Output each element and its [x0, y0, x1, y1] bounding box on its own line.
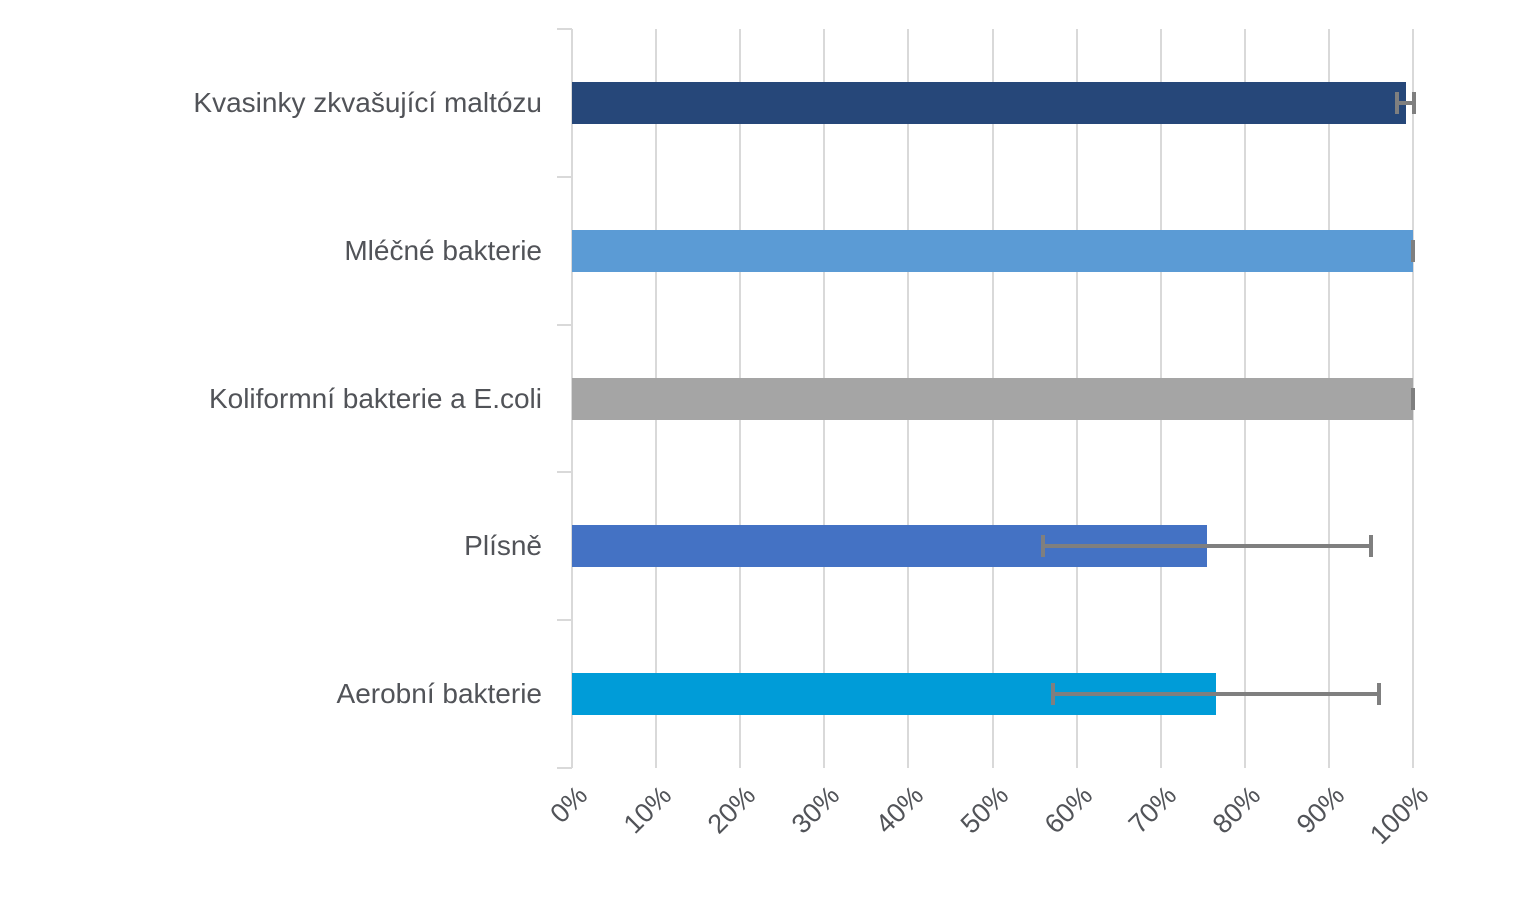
- error-bar-line: [1053, 692, 1380, 697]
- error-bar-cap: [1411, 91, 1416, 114]
- category-label: Plísně: [464, 530, 542, 562]
- y-axis-tick: [557, 767, 572, 769]
- category-label: Aerobní bakterie: [336, 678, 542, 710]
- category-label: Koliformní bakterie a E.coli: [208, 382, 542, 414]
- category-label: Kvasinky zkvašující maltózu: [193, 86, 542, 118]
- error-bar-cap: [1411, 387, 1415, 410]
- error-bar-line: [1397, 100, 1414, 105]
- error-bar-cap: [1377, 683, 1382, 706]
- y-axis-tick: [557, 175, 572, 178]
- bar: [572, 229, 1413, 272]
- error-bar-cap: [1368, 535, 1373, 558]
- error-bar-cap: [1411, 239, 1415, 262]
- error-bar-cap: [1040, 535, 1045, 558]
- y-axis-tick: [557, 28, 572, 30]
- category-label: Mléčné bakterie: [344, 234, 542, 266]
- y-axis-tick: [557, 471, 572, 474]
- error-bar-line: [1042, 544, 1371, 549]
- error-bar-cap: [1395, 91, 1400, 114]
- bar: [572, 81, 1407, 124]
- y-axis-tick: [557, 323, 572, 326]
- y-axis-tick: [557, 619, 572, 622]
- bar: [572, 377, 1413, 420]
- error-bar-cap: [1051, 683, 1056, 706]
